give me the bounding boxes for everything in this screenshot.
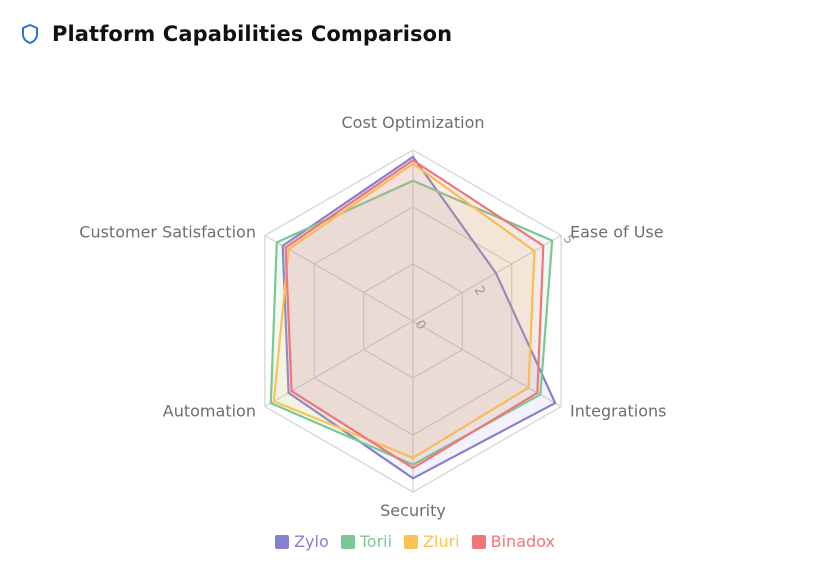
legend-item-zluri[interactable]: Zluri xyxy=(404,532,460,551)
legend-label: Binadox xyxy=(490,532,555,551)
chart-header: Platform Capabilities Comparison xyxy=(20,22,452,46)
legend-swatch xyxy=(404,534,419,549)
legend-swatch xyxy=(340,534,355,549)
series-area-zluri[interactable] xyxy=(272,162,536,459)
series-area-zylo[interactable] xyxy=(281,155,557,480)
legend-swatch xyxy=(471,534,486,549)
page-title: Platform Capabilities Comparison xyxy=(52,22,453,46)
indicator-label-ease-of-use: Ease of Use xyxy=(570,223,664,242)
series-area-binadox[interactable] xyxy=(284,159,545,470)
indicator-label-integrations: Integrations xyxy=(570,402,667,421)
chart-legend: Zylo Torii Zluri Binadox xyxy=(0,532,830,551)
legend-label: Torii xyxy=(359,532,393,551)
legend-label: Zylo xyxy=(294,532,329,551)
legend-item-binadox[interactable]: Binadox xyxy=(471,532,555,551)
legend-item-torii[interactable]: Torii xyxy=(340,532,393,551)
radar-series xyxy=(269,155,557,480)
indicator-label-security: Security xyxy=(380,501,446,520)
shield-icon xyxy=(20,23,40,45)
grid-spoke-ease-of-use xyxy=(412,234,562,322)
series-area-torii[interactable] xyxy=(269,179,554,466)
indicator-label-automation: Automation xyxy=(163,402,256,421)
legend-label: Zluri xyxy=(423,532,460,551)
indicator-label-customer-satisfaction: Customer Satisfaction xyxy=(79,223,256,242)
indicator-label-cost-optimization: Cost Optimization xyxy=(341,113,484,132)
legend-swatch xyxy=(275,534,290,549)
legend-item-zylo[interactable]: Zylo xyxy=(275,532,329,551)
